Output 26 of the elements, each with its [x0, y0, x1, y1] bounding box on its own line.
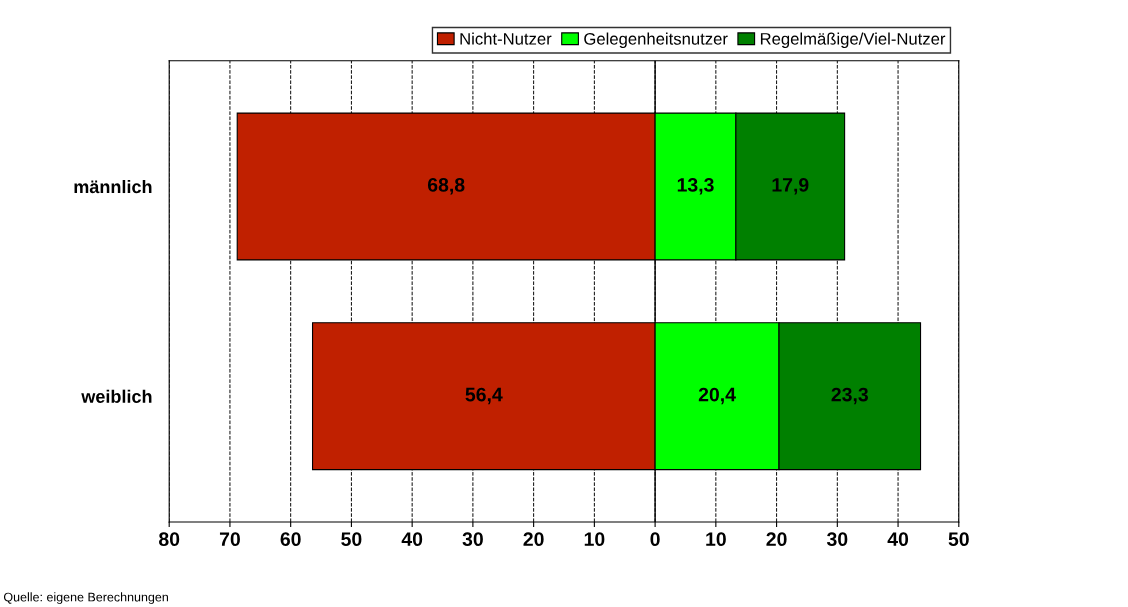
source-note: Quelle: eigene Berechnungen — [3, 592, 168, 604]
legend-label: Gelegenheitsnutzer — [584, 32, 728, 49]
x-tick-label: 70 — [219, 532, 240, 547]
x-tick-label: 40 — [887, 532, 909, 547]
x-tick-label: 0 — [650, 532, 660, 547]
data-label: 13,3 — [677, 177, 714, 195]
x-tick-label: 80 — [159, 532, 180, 547]
legend-label: Regelmäßige/Viel-Nutzer — [760, 32, 946, 49]
x-tick-label: 30 — [462, 532, 483, 547]
x-tick-label: 60 — [280, 532, 301, 547]
x-tick-label: 40 — [401, 532, 423, 547]
y-tick-label: weiblich — [81, 389, 152, 403]
x-tick-label: 20 — [766, 532, 787, 547]
data-label: 23,3 — [831, 387, 868, 405]
x-tick-label: 10 — [706, 532, 726, 547]
data-label: 68,8 — [427, 177, 465, 195]
y-tick-label: männlich — [74, 179, 152, 194]
data-label: 20,4 — [698, 387, 736, 405]
legend-label: Nicht-Nutzer — [460, 32, 552, 45]
data-label: 17,9 — [772, 177, 809, 195]
x-tick-label: 10 — [584, 532, 605, 547]
x-tick-label: 20 — [523, 532, 544, 547]
x-tick-label: 50 — [341, 532, 362, 547]
data-label: 56,4 — [465, 387, 503, 405]
x-tick-label: 30 — [826, 532, 848, 547]
x-tick-label: 50 — [948, 532, 969, 547]
